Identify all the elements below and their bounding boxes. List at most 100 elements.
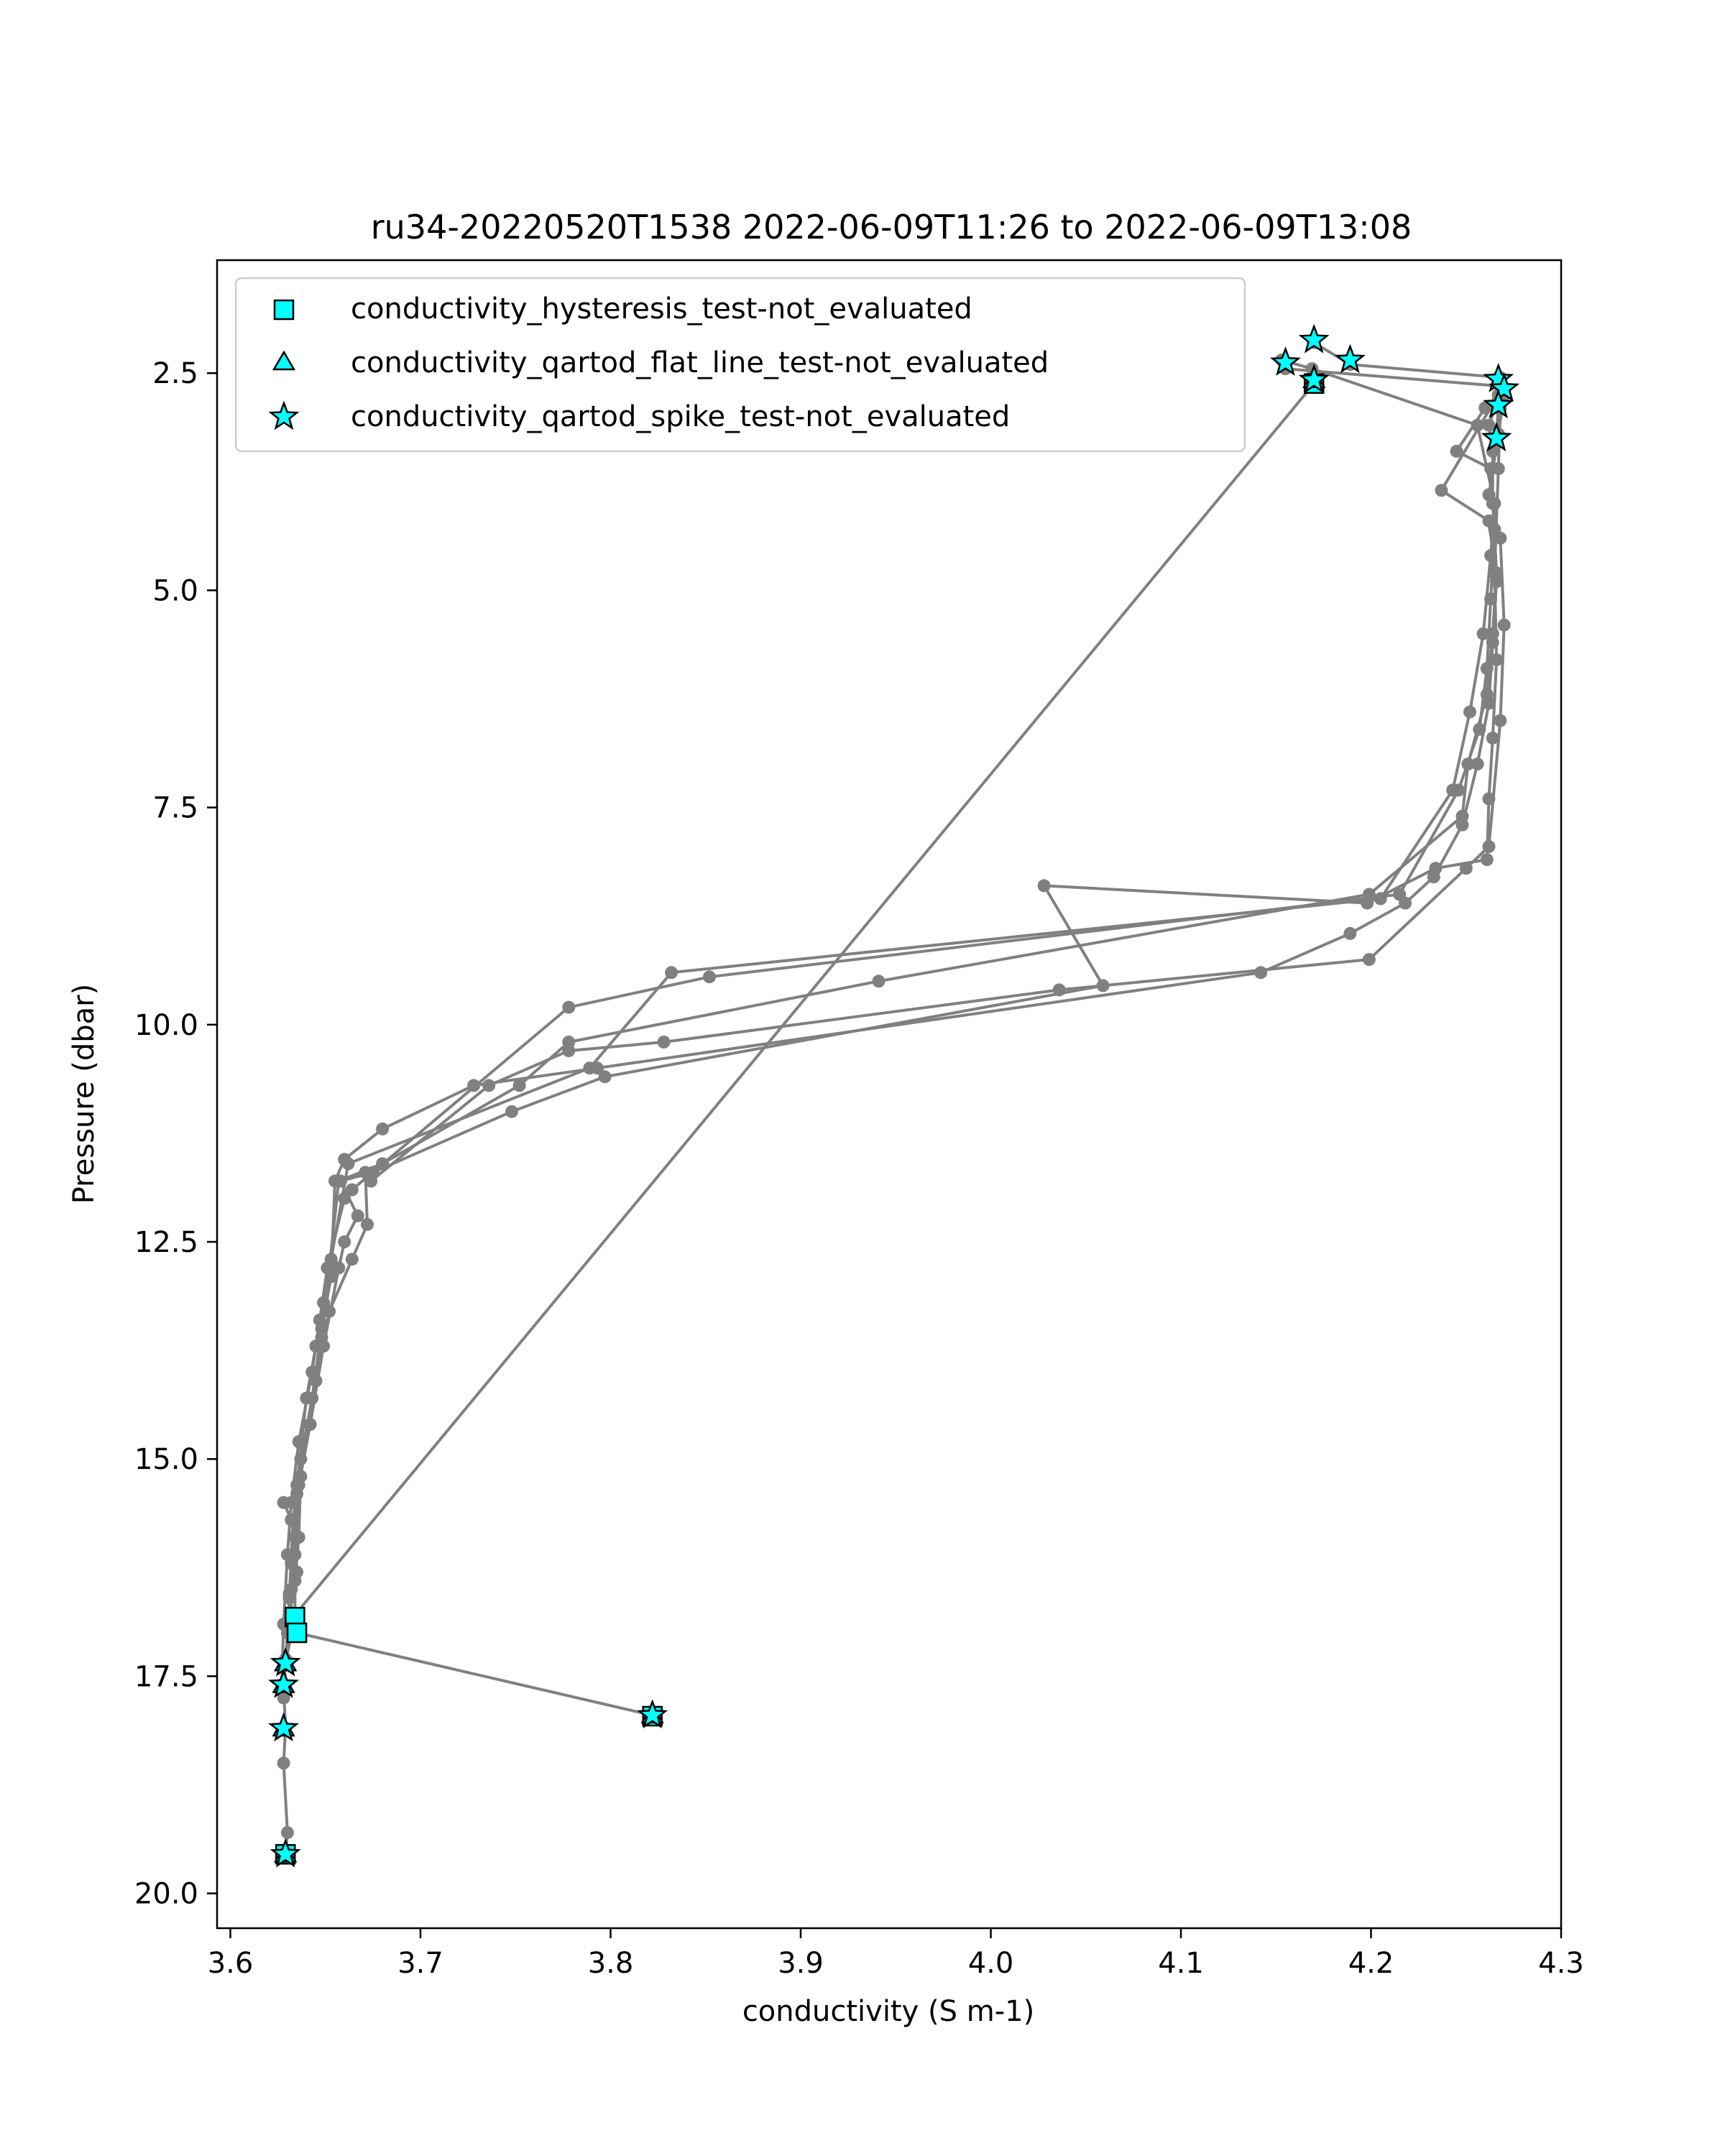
data-point [338, 1192, 351, 1205]
profile-line [296, 1631, 653, 1717]
data-point [277, 1756, 290, 1770]
data-point [1482, 418, 1496, 432]
data-point [562, 1000, 576, 1014]
legend-label-spike: conductivity_qartod_spike_test-not_evalu… [351, 400, 1010, 433]
data-point [703, 970, 716, 984]
data-point [317, 1296, 331, 1309]
legend-frame [234, 277, 1246, 453]
legend-triangle-marker [272, 350, 296, 371]
data-point [290, 1565, 304, 1579]
data-point [366, 1166, 380, 1179]
data-point [290, 1478, 304, 1492]
data-point [288, 1531, 302, 1544]
spike-flag-marker [1334, 344, 1366, 374]
legend-label-hysteresis: conductivity_hysteresis_test-not_evaluat… [351, 292, 972, 326]
data-point [305, 1391, 319, 1405]
hysteresis-flag-marker [286, 1622, 308, 1644]
data-point [1478, 401, 1492, 415]
data-point [1362, 888, 1376, 901]
data-point [1486, 635, 1499, 649]
spike-flag-marker [1298, 323, 1330, 354]
x-axis-label: conductivity (S m-1) [742, 1995, 1034, 2028]
data-point [315, 1322, 328, 1335]
x-axis: 3.6 3.7 3.8 3.9 4.0 4.1 4.2 4.3 [208, 1928, 1584, 1980]
data-point [1455, 818, 1469, 831]
data-point [338, 1235, 351, 1248]
data-point [277, 1691, 290, 1705]
spike-flag-marker [270, 1838, 301, 1868]
x-tick-label: 4.0 [968, 1947, 1014, 1980]
x-tick-label: 4.3 [1538, 1947, 1584, 1980]
data-point [562, 1036, 576, 1049]
data-point [1450, 444, 1463, 458]
data-point [1484, 549, 1498, 562]
data-point [1254, 966, 1268, 980]
data-point [338, 1153, 351, 1166]
data-point [1473, 722, 1486, 736]
data-point [1480, 853, 1494, 867]
x-tick-label: 4.2 [1348, 1947, 1394, 1980]
data-point [1482, 696, 1496, 710]
data-point [1484, 462, 1498, 476]
data-point [1484, 592, 1498, 606]
data-point [1494, 714, 1507, 727]
data-point [665, 966, 678, 980]
data-point [285, 1513, 298, 1526]
y-tick-label: 20.0 [134, 1878, 198, 1911]
data-point [505, 1105, 518, 1118]
spike-flag-marker [268, 1712, 299, 1742]
data-point [1461, 757, 1475, 771]
data-point [303, 1417, 317, 1431]
y-tick-label: 10.0 [134, 1009, 198, 1042]
spike-flag-marker [1483, 389, 1514, 419]
data-point [512, 1079, 526, 1092]
spike-flag-marker [1481, 422, 1512, 452]
x-tick-label: 3.6 [208, 1947, 254, 1980]
data-point [345, 1183, 359, 1197]
spike-flag-marker [1298, 364, 1330, 394]
profile-line [1285, 367, 1501, 388]
data-point [328, 1174, 341, 1188]
y-tick-label: 17.5 [134, 1660, 198, 1693]
data-point [1037, 879, 1051, 893]
data-point [1490, 653, 1504, 667]
data-point [1459, 862, 1473, 875]
data-point [1482, 792, 1496, 806]
data-point [1362, 953, 1376, 967]
spike-flag-marker [637, 1699, 668, 1729]
y-tick-label: 5.0 [152, 574, 198, 607]
legend-square-marker [273, 299, 295, 321]
data-point [1471, 757, 1484, 771]
legend-label-flat-line: conductivity_qartod_flat_line_test-not_e… [351, 346, 1049, 379]
data-point [1399, 896, 1412, 910]
data-point [1490, 575, 1504, 589]
x-tick-label: 3.9 [778, 1947, 824, 1980]
y-tick-label: 2.5 [152, 357, 198, 390]
data-point [294, 1452, 308, 1466]
y-axis-label: Pressure (dbar) [68, 984, 101, 1204]
plot-area [268, 323, 1520, 1868]
data-point [277, 1496, 290, 1509]
data-point [1052, 983, 1066, 997]
x-tick-label: 3.7 [397, 1947, 443, 1980]
y-axis: 2.5 5.0 7.5 10.0 12.5 15.0 17.5 20.0 [134, 357, 217, 1911]
data-point [280, 1548, 294, 1562]
data-point [1463, 705, 1476, 719]
data-point [376, 1157, 390, 1171]
data-point [1435, 484, 1448, 497]
data-point [1480, 662, 1494, 676]
data-point [332, 1261, 346, 1275]
data-point [309, 1340, 323, 1353]
data-point [361, 1217, 374, 1231]
y-tick-label: 12.5 [134, 1226, 198, 1259]
data-point [351, 1209, 364, 1222]
data-point [872, 975, 886, 988]
data-point [1497, 618, 1511, 632]
data-point [482, 1079, 496, 1092]
y-tick-label: 15.0 [134, 1443, 198, 1476]
data-point [1374, 892, 1387, 906]
data-point [345, 1253, 359, 1266]
spike-flag-marker [1489, 372, 1520, 402]
profile-line [292, 382, 1315, 1618]
